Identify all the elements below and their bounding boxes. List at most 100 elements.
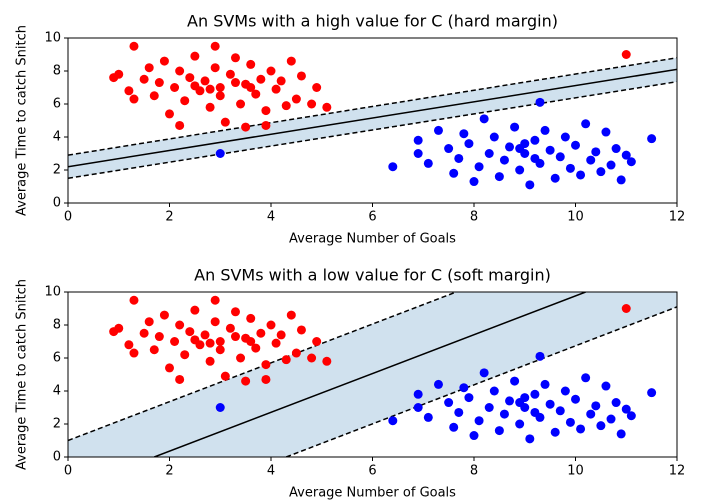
point <box>530 135 540 145</box>
point <box>144 63 154 73</box>
x-tick-label: 0 <box>64 464 72 479</box>
point <box>210 41 220 51</box>
point <box>606 414 616 424</box>
point <box>621 150 631 160</box>
y-tick-label: 8 <box>53 318 61 333</box>
point <box>175 120 185 130</box>
point <box>190 51 200 61</box>
point <box>474 162 484 172</box>
point <box>545 145 555 155</box>
x-axis-label: Average Number of Goals <box>289 486 456 501</box>
point <box>261 106 271 116</box>
point <box>510 376 520 386</box>
point <box>621 304 631 313</box>
point <box>246 313 256 323</box>
point <box>129 348 139 358</box>
chart-title: An SVMs with a high value for C (hard ma… <box>187 12 558 31</box>
y-tick-label: 2 <box>53 417 61 432</box>
point <box>230 332 240 342</box>
point <box>307 99 317 109</box>
point <box>484 149 494 158</box>
point <box>154 332 164 342</box>
point <box>459 129 469 139</box>
point <box>626 411 636 421</box>
y-tick-label: 4 <box>53 384 61 399</box>
point <box>464 393 474 403</box>
point <box>565 417 575 427</box>
point <box>175 374 185 384</box>
y-axis-label: Average Time to catch Snitch <box>15 25 30 216</box>
point <box>210 317 220 327</box>
point <box>296 71 306 81</box>
point <box>596 167 606 177</box>
point <box>515 165 525 175</box>
point <box>139 328 149 338</box>
point <box>494 426 504 436</box>
point <box>479 114 489 124</box>
point <box>647 388 657 398</box>
point <box>449 168 459 178</box>
point <box>535 97 545 107</box>
point <box>535 351 545 361</box>
point <box>261 374 271 384</box>
point <box>291 348 301 358</box>
point <box>571 140 580 150</box>
point <box>205 356 215 366</box>
point <box>621 404 631 414</box>
y-axis-label: Average Time to catch Snitch <box>15 279 30 470</box>
point <box>322 102 332 112</box>
point <box>281 101 291 111</box>
point <box>129 41 139 51</box>
point <box>444 398 454 408</box>
point <box>413 403 423 412</box>
point <box>256 74 266 84</box>
point <box>149 345 159 355</box>
point <box>581 373 591 383</box>
svm-line <box>68 80 677 179</box>
point <box>236 99 246 109</box>
point <box>505 142 515 152</box>
point <box>601 381 611 391</box>
point <box>251 89 261 99</box>
point <box>180 96 190 106</box>
point <box>530 389 540 399</box>
point <box>459 383 469 393</box>
point <box>129 94 139 104</box>
point <box>185 327 195 337</box>
point <box>154 78 164 88</box>
point <box>525 434 535 444</box>
point <box>159 310 169 320</box>
point <box>210 295 220 305</box>
point <box>230 53 240 63</box>
y-tick-label: 10 <box>44 31 61 46</box>
point <box>550 173 560 183</box>
point <box>215 337 225 346</box>
point <box>205 102 215 112</box>
point <box>388 162 398 172</box>
x-axis-label: Average Number of Goals <box>289 232 456 247</box>
svm-line <box>68 57 677 156</box>
point <box>276 76 286 86</box>
point <box>139 74 149 84</box>
x-tick-label: 12 <box>669 464 686 479</box>
x-tick-label: 2 <box>165 464 173 479</box>
point <box>571 394 580 404</box>
point <box>555 406 565 416</box>
point <box>149 91 159 101</box>
point <box>499 409 509 419</box>
x-tick-label: 0 <box>64 210 72 225</box>
point <box>433 379 443 389</box>
point <box>484 403 494 412</box>
point <box>276 330 286 340</box>
point <box>489 386 499 396</box>
point <box>565 163 575 173</box>
point <box>230 78 240 88</box>
x-tick-label: 10 <box>567 210 584 225</box>
y-tick-label: 0 <box>53 450 61 465</box>
point <box>200 330 210 340</box>
chart-title: An SVMs with a low value for C (soft mar… <box>194 266 551 285</box>
y-tick-label: 10 <box>44 285 61 300</box>
point <box>413 389 423 399</box>
